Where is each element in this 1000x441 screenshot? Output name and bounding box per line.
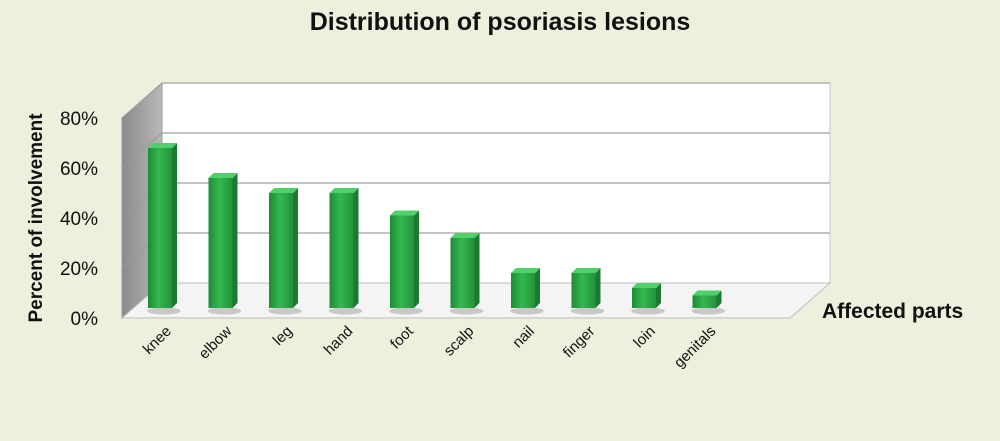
x-tick-label: elbow [196, 323, 236, 363]
bar-genitals [691, 290, 726, 315]
y-tick-label: 80% [60, 109, 98, 130]
x-tick-label: genitals [671, 323, 720, 372]
bar-foot [389, 210, 423, 315]
y-tick-label: 20% [60, 259, 98, 280]
gridline-side [121, 132, 163, 169]
bar-leg [268, 188, 302, 315]
x-tick-label: nail [509, 323, 538, 352]
bar-knee [147, 143, 181, 315]
y-axis-title: Percent of involvement [26, 113, 47, 323]
bar-nail [510, 268, 544, 315]
x-tick-label: foot [387, 322, 417, 352]
bar-elbow [207, 173, 242, 315]
x-tick-label: leg [270, 323, 296, 349]
y-tick-label: 40% [60, 209, 98, 230]
chart-title: Distribution of psoriasis lesions [309, 8, 691, 36]
y-tick-label: 0% [71, 309, 99, 330]
bar-loin [631, 283, 665, 315]
bar-finger [570, 268, 605, 315]
bar-hand [328, 188, 363, 315]
gridline-side [121, 82, 163, 119]
x-axis-title: Affected parts [822, 300, 963, 323]
y-tick-label: 60% [60, 159, 98, 180]
x-tick-label: scalp [441, 323, 478, 360]
x-tick-label: hand [321, 323, 357, 359]
x-tick-label: knee [140, 323, 175, 358]
x-tick-label: finger [560, 323, 599, 362]
bar-scalp [449, 233, 484, 315]
x-tick-label: loin [630, 323, 659, 352]
